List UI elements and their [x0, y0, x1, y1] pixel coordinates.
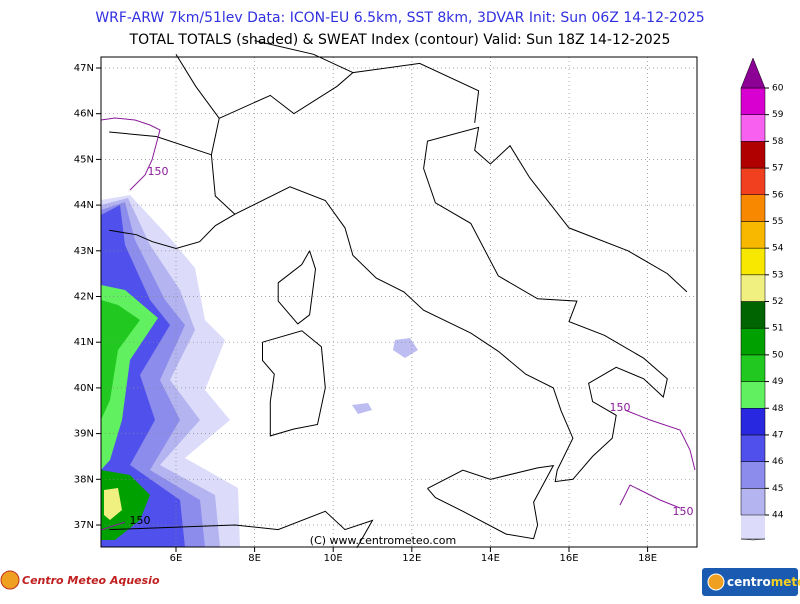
colorbar-segment: [740, 141, 766, 169]
colorbar-label: 51: [772, 324, 783, 334]
colorbar-segment: [740, 434, 766, 462]
colorbar-segment: [740, 301, 766, 329]
colorbar-label: 57: [772, 164, 783, 174]
right-logo-box: [702, 568, 798, 596]
colorbar-triangle: [740, 57, 766, 89]
map-frame: [100, 56, 698, 548]
colorbar-label: 60: [772, 84, 784, 94]
colorbar-segment: [740, 461, 766, 489]
colorbar-segment: [740, 167, 766, 195]
colorbar-label: 45: [772, 484, 783, 494]
colorbar-label: 44: [772, 511, 784, 521]
lon-label: 14E: [481, 553, 500, 564]
left-logo-icon: [0, 570, 20, 590]
colorbar-label: 47: [772, 430, 783, 440]
contour-label: 150: [130, 514, 151, 527]
colorbar-label: 58: [772, 137, 784, 147]
contour-label: 150: [148, 165, 169, 178]
contour-label: 150: [673, 505, 694, 518]
coastline: [109, 131, 212, 156]
right-logo-icon: [707, 573, 725, 591]
colorbar-segment: [740, 488, 766, 516]
header-line1: WRF-ARW 7km/51lev Data: ICON-EU 6.5km, S…: [95, 10, 704, 26]
lat-label: 42N: [74, 292, 94, 303]
lon-label: 12E: [402, 553, 421, 564]
lon-label: 6E: [170, 553, 183, 564]
colorbar-label: 48: [772, 404, 784, 414]
coastline: [262, 330, 326, 437]
colorbar-label: 50: [772, 350, 784, 360]
colorbar-label: 54: [772, 244, 784, 254]
colorbar-segment: [740, 221, 766, 249]
colorbar-segment: [740, 114, 766, 142]
colorbar-label: 56: [772, 190, 784, 200]
right-logo-b: meteo: [771, 575, 800, 589]
colorbar-label: 59: [772, 110, 784, 120]
colorbar-segment: [740, 354, 766, 382]
lon-label: 10E: [324, 553, 343, 564]
colorbar-segment: [740, 408, 766, 436]
coastline: [254, 40, 354, 74]
coastline: [109, 126, 688, 483]
colorbar-label: 55: [772, 217, 783, 227]
grid: [96, 57, 697, 552]
colorbar-segment: [740, 194, 766, 222]
colorbar-segment: [740, 327, 766, 356]
lat-label: 47N: [74, 63, 94, 74]
header-line2: TOTAL TOTALS (shaded) & SWEAT Index (con…: [129, 32, 671, 48]
coastline: [427, 464, 555, 540]
coastline: [109, 510, 374, 549]
copyright: (C) www.centrometeo.com: [310, 534, 456, 547]
colorbar-bottom: [740, 538, 766, 541]
colorbar-segment: [740, 247, 766, 276]
colorbar-segment: [740, 274, 766, 302]
lat-label: 40N: [74, 383, 94, 394]
lat-label: 43N: [74, 246, 94, 257]
lon-label: 16E: [559, 553, 578, 564]
lat-label: 44N: [74, 200, 94, 211]
right-logo-a: centro: [727, 575, 771, 589]
lat-label: 46N: [74, 109, 94, 120]
colorbar-label: 53: [772, 270, 783, 280]
colorbar-label: 52: [772, 297, 783, 307]
footer: Centro Meteo Aquesio centrometeo: [0, 568, 800, 596]
lon-label: 18E: [638, 553, 657, 564]
colorbar-segment: [741, 515, 765, 539]
left-logo: Centro Meteo Aquesio: [22, 574, 160, 587]
colorbar-label: 46: [772, 457, 784, 467]
shading: [101, 195, 418, 547]
coastline: [210, 62, 480, 215]
lat-label: 41N: [74, 337, 94, 348]
coastline: [277, 250, 317, 325]
map: 150 150 150 150 (C) www.centrometeo.com …: [74, 40, 698, 564]
colorbar: 44 45 46 47 48 49 50 51 52 53 54 55 56 57 58 59 60: [740, 57, 784, 541]
right-logo: centrometeo: [727, 575, 800, 589]
colorbar-segment: [740, 381, 766, 409]
lat-label: 38N: [74, 474, 94, 485]
lon-label: 8E: [248, 553, 261, 564]
coastline: [175, 54, 220, 119]
coastlines: [109, 40, 688, 549]
colorbar-segment: [740, 87, 766, 115]
lat-label: 39N: [74, 429, 94, 440]
colorbar-label: 49: [772, 377, 784, 387]
contour-label: 150: [610, 401, 631, 414]
sweat-contours: [100, 117, 696, 531]
lat-label: 45N: [74, 154, 94, 165]
lat-label: 37N: [74, 520, 94, 531]
